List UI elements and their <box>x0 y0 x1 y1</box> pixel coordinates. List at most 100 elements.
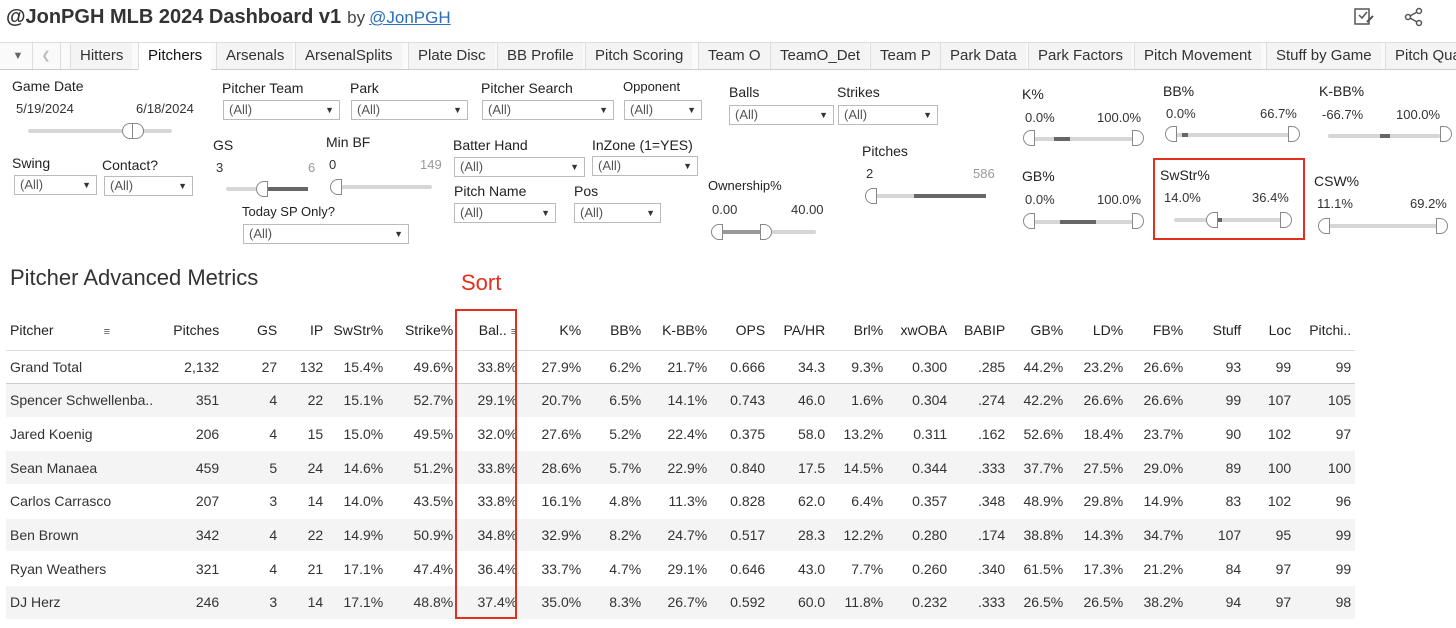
balls-dropdown[interactable]: (All) ▼ <box>729 105 834 125</box>
column-header-pitchi-[interactable]: Pitchi.. <box>1295 310 1355 351</box>
bb-pct-slider[interactable] <box>1170 133 1298 137</box>
tab-park-data[interactable]: Park Data <box>940 43 1026 69</box>
strikes-dropdown[interactable]: (All) ▼ <box>838 105 938 125</box>
gb-pct-handle-max[interactable] <box>1132 213 1144 229</box>
gs-handle-min[interactable] <box>256 181 268 197</box>
tab-hitters[interactable]: Hitters <box>70 43 133 69</box>
swing-dropdown[interactable]: (All) ▼ <box>14 175 97 195</box>
chevron-down-icon: ▼ <box>599 105 608 115</box>
tab-stuff-by-game[interactable]: Stuff by Game <box>1266 43 1381 69</box>
tab-teamo-det[interactable]: TeamO_Det <box>770 43 870 69</box>
ownership-handle-max[interactable] <box>760 224 772 240</box>
tab-plate-disc[interactable]: Plate Disc <box>408 43 495 69</box>
column-header-pitcher[interactable]: Pitcher ≡ <box>6 310 157 351</box>
k-pct-handle-min[interactable] <box>1023 130 1035 146</box>
batter-hand-dropdown[interactable]: (All) ▼ <box>454 157 585 177</box>
column-header-pitches[interactable]: Pitches <box>157 310 223 351</box>
sort-icon[interactable]: ≡ <box>103 326 110 338</box>
k-bb-pct-handle-max[interactable] <box>1440 126 1452 142</box>
table-row[interactable]: Carlos Carrasco 207 3 14 14.0% 43.5% 33.8% 16.1… <box>6 484 1356 519</box>
metric-cell: 21.7% <box>645 350 712 384</box>
k-bb-pct-slider[interactable] <box>1328 134 1440 138</box>
metric-cell: 105 <box>1295 383 1356 418</box>
table-row[interactable]: Ben Brown 342 4 22 14.9% 50.9% 34.8% 32.9% 8.2% 2… <box>6 518 1356 553</box>
tab-park-factors[interactable]: Park Factors <box>1028 43 1133 69</box>
column-header-brl-[interactable]: Brl% <box>829 310 887 351</box>
table-row[interactable]: DJ Herz 246 3 14 17.1% 48.8% 37.4% 35.0% 8.3% 26.… <box>6 585 1356 620</box>
tab-prev-icon[interactable]: ❮ <box>32 43 61 69</box>
tab-pitch-qua[interactable]: Pitch Qua <box>1385 43 1456 69</box>
tab-team-p[interactable]: Team P <box>870 43 940 69</box>
gb-pct-slider[interactable] <box>1028 220 1140 224</box>
pitcher-search-dropdown[interactable]: (All) ▼ <box>482 100 614 120</box>
pitch-name-dropdown[interactable]: (All) ▼ <box>454 203 556 223</box>
csw-pct-handle-min[interactable] <box>1318 218 1330 234</box>
edit-icon[interactable] <box>1352 6 1376 30</box>
column-header-ip[interactable]: IP <box>281 310 327 351</box>
column-header-pa-hr[interactable]: PA/HR <box>769 310 829 351</box>
column-header-gb-[interactable]: GB% <box>1009 310 1067 351</box>
table-row[interactable]: Ryan Weathers 321 4 21 17.1% 47.4% 36.4% 33.7% 4… <box>6 551 1356 587</box>
share-icon[interactable] <box>1402 6 1426 30</box>
park-dropdown[interactable]: (All) ▼ <box>351 100 468 120</box>
contact-dropdown[interactable]: (All) ▼ <box>104 176 193 196</box>
pos-dropdown[interactable]: (All) ▼ <box>574 203 661 223</box>
tab-pitch-movement[interactable]: Pitch Movement <box>1134 43 1261 69</box>
tab-arsenalsplits[interactable]: ArsenalSplits <box>295 43 402 69</box>
column-header-swstr-[interactable]: SwStr% <box>327 310 387 351</box>
table-row[interactable]: Jared Koenig 206 4 15 15.0% 49.5% 32.0% 27.6% 5.… <box>6 417 1356 452</box>
k-pct-slider[interactable] <box>1028 137 1140 141</box>
metric-cell: 22 <box>281 518 328 553</box>
opponent-dropdown[interactable]: (All) ▼ <box>624 100 702 120</box>
inzone-dropdown[interactable]: (All) ▼ <box>592 156 698 176</box>
today-sp-dropdown[interactable]: (All) ▼ <box>243 224 409 244</box>
tab-team-o[interactable]: Team O <box>698 43 770 69</box>
column-header-bb-[interactable]: BB% <box>585 310 645 351</box>
column-header-babip[interactable]: BABIP <box>951 310 1009 351</box>
csw-pct-handle-max[interactable] <box>1436 218 1448 234</box>
bb-pct-handle-max[interactable] <box>1288 126 1300 142</box>
table-row[interactable]: Spencer Schwellenba.. 351 4 22 15.1% 52.7% 29.… <box>6 383 1356 418</box>
column-header-label: Bal.. <box>478 322 507 338</box>
column-header-ops[interactable]: OPS <box>711 310 769 351</box>
tab-pitch-scoring[interactable]: Pitch Scoring <box>585 43 693 69</box>
csw-pct-slider[interactable] <box>1324 224 1440 228</box>
swstr-pct-handle-min[interactable] <box>1206 212 1218 228</box>
metric-cell: 0.304 <box>887 383 952 418</box>
swstr-pct-slider[interactable] <box>1174 218 1286 222</box>
column-header-loc[interactable]: Loc <box>1245 310 1295 351</box>
swstr-pct-label: SwStr% <box>1160 167 1210 183</box>
ownership-handle-min[interactable] <box>711 224 723 240</box>
column-header-ld-[interactable]: LD% <box>1067 310 1127 351</box>
swstr-pct-handle-max[interactable] <box>1280 212 1292 228</box>
min-bf-handle[interactable] <box>330 179 342 195</box>
contact-label: Contact? <box>102 157 159 173</box>
game-date-slider[interactable] <box>28 129 172 133</box>
column-header-strike-[interactable]: Strike% <box>387 310 457 351</box>
gb-pct-handle-min[interactable] <box>1023 213 1035 229</box>
column-header-gs[interactable]: GS <box>223 310 281 351</box>
pitches-slider[interactable] <box>870 194 986 198</box>
metric-cell: 14.1% <box>645 383 712 418</box>
grand-total-row[interactable]: Grand Total 2,132 27 132 15.4% 49.6% 33.8% 27.9… <box>6 350 1356 384</box>
column-header-label: GS <box>256 322 278 338</box>
bb-pct-handle-min[interactable] <box>1165 126 1177 142</box>
k-pct-handle-max[interactable] <box>1132 130 1144 146</box>
column-header-stuff[interactable]: Stuff <box>1187 310 1245 351</box>
column-header-k-[interactable]: K% <box>521 310 585 351</box>
pitches-handle-min[interactable] <box>865 188 877 204</box>
tab-pitchers[interactable]: Pitchers <box>138 43 212 70</box>
pitcher-team-dropdown[interactable]: (All) ▼ <box>223 100 340 120</box>
tab-arsenals[interactable]: Arsenals <box>216 43 294 69</box>
author-link[interactable]: @JonPGH <box>369 8 451 27</box>
min-bf-slider[interactable] <box>336 185 432 189</box>
game-date-handle-end[interactable] <box>132 123 144 139</box>
column-header-fb-[interactable]: FB% <box>1127 310 1187 351</box>
tab-bb-profile[interactable]: BB Profile <box>497 43 583 69</box>
column-header-k-bb-[interactable]: K-BB% <box>645 310 711 351</box>
sort-icon[interactable]: ≡ <box>510 326 518 338</box>
column-header-xwoba[interactable]: xwOBA <box>887 310 951 351</box>
column-header-bal-[interactable]: Bal.. ≡ <box>457 310 521 351</box>
tab-menu-icon[interactable]: ▼ <box>4 43 33 69</box>
table-row[interactable]: Sean Manaea 459 5 24 14.6% 51.2% 33.8% 28.6% 5.7… <box>6 450 1356 486</box>
